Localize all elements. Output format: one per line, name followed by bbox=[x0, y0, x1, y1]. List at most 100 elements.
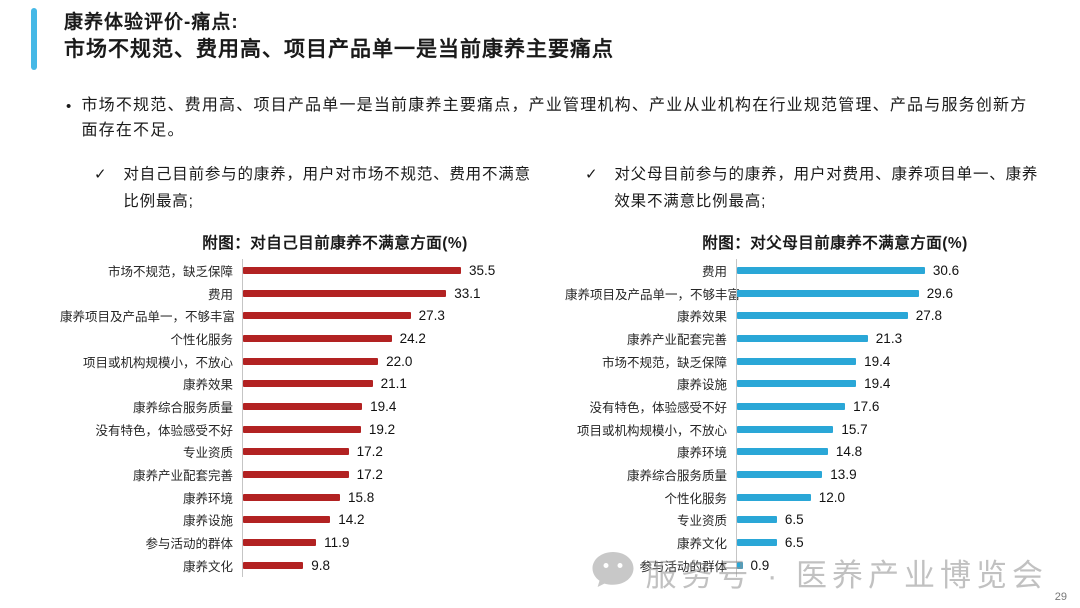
chart-row: 康养设施 19.4 bbox=[565, 372, 1045, 396]
bar bbox=[737, 334, 868, 342]
bar-track: 12.0 bbox=[736, 485, 1045, 509]
column-parents: ✓ 对父母目前参与的康养，用户对费用、康养项目单一、康养效果不满意比例最高; 附… bbox=[565, 161, 1045, 577]
bar bbox=[243, 334, 392, 342]
value-label: 14.2 bbox=[338, 512, 365, 528]
bar-track: 35.5 bbox=[242, 259, 540, 282]
finding-parents: ✓ 对父母目前参与的康养，用户对费用、康养项目单一、康养效果不满意比例最高; bbox=[565, 161, 1045, 229]
value-label: 9.8 bbox=[311, 557, 330, 573]
chart-row: 康养综合服务质量 13.9 bbox=[565, 463, 1045, 486]
bar bbox=[737, 266, 925, 274]
value-label: 6.5 bbox=[784, 535, 804, 551]
category-label: 康养设施 bbox=[676, 378, 727, 393]
bar-track: 19.4 bbox=[736, 372, 1045, 396]
bar-track: 17.2 bbox=[242, 463, 540, 486]
bar bbox=[243, 357, 379, 365]
bar-track: 15.7 bbox=[736, 417, 1045, 441]
value-label: 19.4 bbox=[864, 376, 891, 392]
bar-track: 13.9 bbox=[736, 463, 1045, 486]
category-label: 项目或机构规模小，不放心 bbox=[82, 355, 233, 370]
category-label: 市场不规范，缺乏保障 bbox=[601, 355, 727, 370]
bar bbox=[243, 402, 363, 410]
value-label: 27.3 bbox=[418, 308, 445, 324]
page-title-line2: 市场不规范、费用高、项目产品单一是当前康养主要痛点 bbox=[64, 37, 614, 61]
intro-paragraph: • 市场不规范、费用高、项目产品单一是当前康养主要痛点，产业管理机构、产业从业机… bbox=[66, 94, 1031, 144]
chart-row: 康养产业配套完善 21.3 bbox=[565, 327, 1045, 350]
bar bbox=[243, 516, 331, 524]
bar bbox=[737, 539, 777, 547]
bar bbox=[243, 380, 373, 388]
bar-track: 29.6 bbox=[736, 281, 1045, 305]
bar bbox=[737, 471, 823, 479]
bar-track: 22.0 bbox=[242, 349, 540, 373]
value-label: 12.0 bbox=[818, 489, 845, 505]
bar-track: 11.9 bbox=[242, 531, 540, 554]
value-label: 6.5 bbox=[784, 512, 804, 528]
bar bbox=[243, 312, 411, 320]
bar bbox=[737, 425, 834, 433]
value-label: 17.6 bbox=[853, 398, 880, 414]
bar-track: 19.2 bbox=[242, 417, 540, 441]
chart-row: 专业资质 6.5 bbox=[565, 508, 1045, 532]
category-label: 康养产业配套完善 bbox=[626, 332, 727, 347]
bar bbox=[737, 561, 743, 569]
category-label: 项目或机构规模小，不放心 bbox=[576, 423, 727, 438]
category-label: 专业资质 bbox=[676, 514, 727, 529]
bar-track: 27.8 bbox=[736, 304, 1045, 328]
chart-row: 康养环境 14.8 bbox=[565, 440, 1045, 464]
title-block: 康养体验评价-痛点: 市场不规范、费用高、项目产品单一是当前康养主要痛点 bbox=[31, 8, 614, 70]
bar bbox=[737, 357, 857, 365]
chart-row: 没有特色，体验感受不好 19.2 bbox=[60, 417, 540, 441]
bar bbox=[243, 493, 340, 501]
value-label: 19.2 bbox=[368, 421, 396, 437]
chart-row: 康养文化 9.8 bbox=[60, 553, 540, 577]
two-column-area: ✓ 对自己目前参与的康养，用户对市场不规范、费用不满意比例最高; 附图：对自己目… bbox=[60, 161, 1050, 577]
chart-row: 专业资质 17.2 bbox=[60, 440, 540, 464]
chart-row: 没有特色，体验感受不好 17.6 bbox=[565, 395, 1045, 418]
bar-track: 33.1 bbox=[242, 281, 540, 305]
chart-row: 费用 33.1 bbox=[60, 281, 540, 305]
title-accent-bar bbox=[31, 8, 37, 70]
chart-title-parents: 附图：对父母目前康养不满意方面(%) bbox=[702, 235, 968, 252]
value-label: 22.0 bbox=[386, 353, 413, 369]
category-label: 康养产业配套完善 bbox=[132, 469, 233, 484]
page-number: 29 bbox=[1054, 591, 1067, 603]
category-label: 参与活动的群体 bbox=[145, 537, 233, 552]
check-icon: ✓ bbox=[94, 166, 108, 183]
bar-track: 6.5 bbox=[736, 508, 1045, 532]
chart-row: 个性化服务 24.2 bbox=[60, 327, 540, 350]
chart-row: 市场不规范，缺乏保障 19.4 bbox=[565, 349, 1045, 373]
chart-row: 康养设施 14.2 bbox=[60, 508, 540, 532]
value-label: 27.8 bbox=[915, 308, 942, 324]
value-label: 11.9 bbox=[324, 535, 350, 551]
chart-row: 康养文化 6.5 bbox=[565, 531, 1045, 554]
category-label: 费用 bbox=[701, 264, 727, 279]
value-label: 15.7 bbox=[841, 421, 868, 437]
chart-row: 康养项目及产品单一，不够丰富 29.6 bbox=[565, 281, 1045, 305]
chart-title-self: 附图：对自己目前康养不满意方面(%) bbox=[202, 235, 468, 252]
category-label: 康养效果 bbox=[182, 378, 233, 393]
value-label: 29.6 bbox=[926, 285, 953, 301]
bar-track: 19.4 bbox=[242, 395, 540, 418]
category-label: 个性化服务 bbox=[170, 332, 233, 347]
bar-track: 17.2 bbox=[242, 440, 540, 464]
value-label: 33.1 bbox=[454, 285, 481, 301]
chart-row: 个性化服务 12.0 bbox=[565, 485, 1045, 509]
bar-track: 21.3 bbox=[736, 327, 1045, 350]
bar-track: 15.8 bbox=[242, 485, 540, 509]
bar-track: 9.8 bbox=[242, 553, 540, 577]
category-label: 专业资质 bbox=[182, 446, 233, 461]
column-self: ✓ 对自己目前参与的康养，用户对市场不规范、费用不满意比例最高; 附图：对自己目… bbox=[60, 161, 540, 577]
finding-self: ✓ 对自己目前参与的康养，用户对市场不规范、费用不满意比例最高; bbox=[60, 161, 540, 229]
bar bbox=[737, 402, 846, 410]
bar bbox=[737, 493, 811, 501]
bar bbox=[243, 539, 317, 547]
value-label: 35.5 bbox=[469, 262, 496, 278]
chart-row: 市场不规范，缺乏保障 35.5 bbox=[60, 259, 540, 282]
chart-row: 费用 30.6 bbox=[565, 259, 1045, 282]
category-label: 康养项目及产品单一，不够丰富 bbox=[565, 287, 741, 302]
finding-self-text: 对自己目前参与的康养，用户对市场不规范、费用不满意比例最高; bbox=[123, 166, 531, 211]
bar bbox=[243, 471, 349, 479]
bar-track: 17.6 bbox=[736, 395, 1045, 418]
bar bbox=[737, 289, 919, 297]
page-title-line1: 康养体验评价-痛点: bbox=[64, 12, 239, 33]
